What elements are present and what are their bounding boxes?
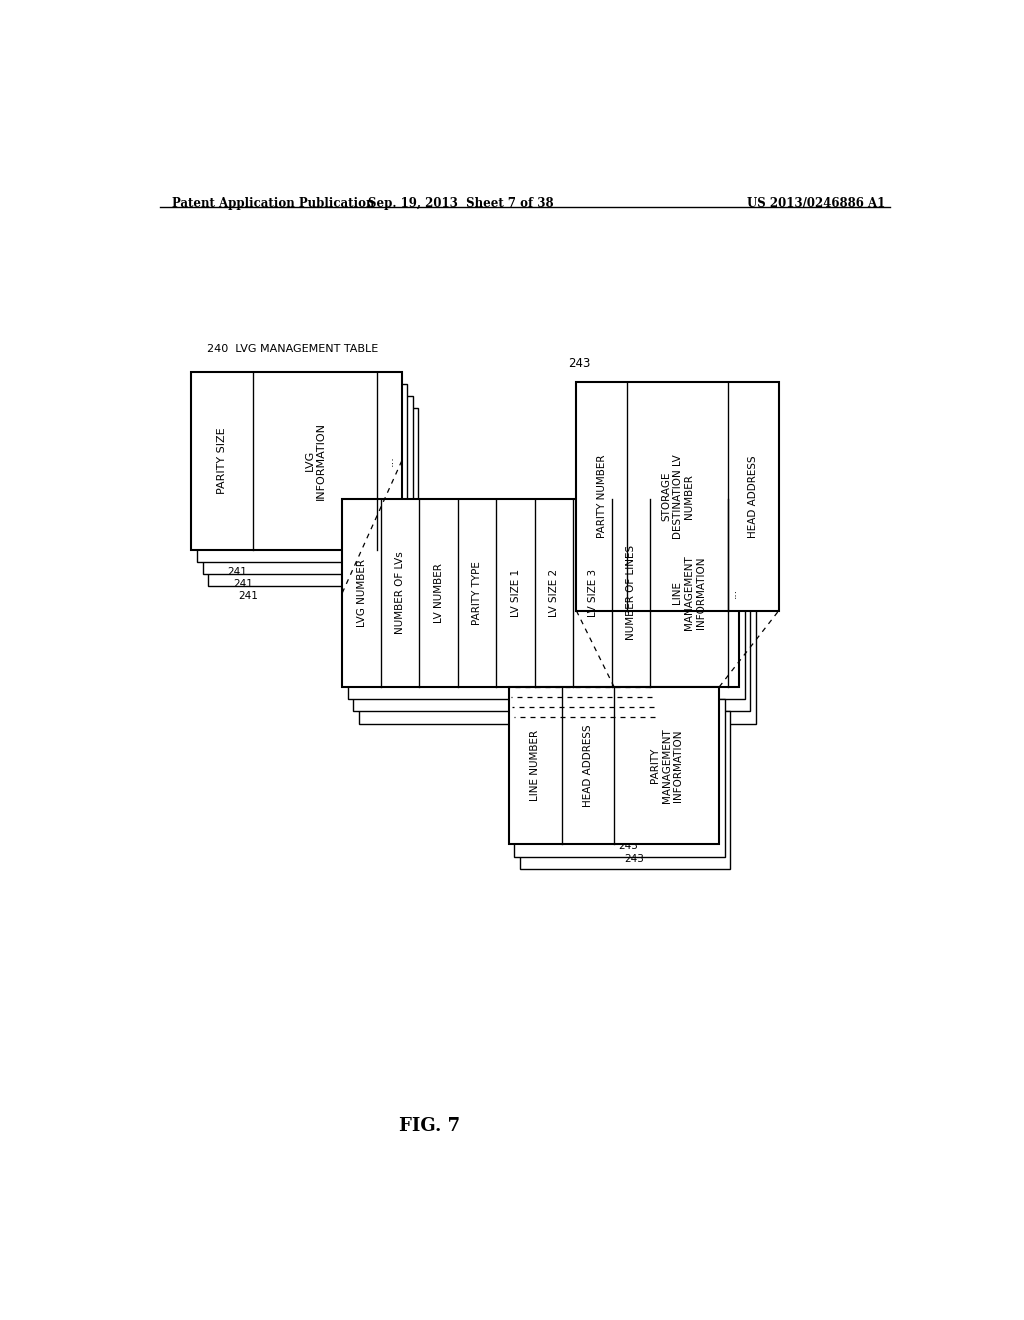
Bar: [509, 686, 719, 845]
Text: 242: 242: [494, 653, 515, 667]
Text: 243: 243: [618, 841, 638, 851]
Text: 242: 242: [601, 739, 621, 750]
Bar: [348, 511, 744, 700]
Text: LVG NUMBER: LVG NUMBER: [356, 558, 367, 627]
Text: NUMBER OF LVs: NUMBER OF LVs: [395, 552, 406, 635]
Text: FIG. 7: FIG. 7: [399, 1117, 460, 1135]
Bar: [514, 700, 725, 857]
Text: 241: 241: [239, 591, 258, 602]
Text: ...: ...: [728, 587, 738, 598]
Bar: [353, 523, 751, 711]
Bar: [203, 396, 413, 574]
Text: Patent Application Publication: Patent Application Publication: [172, 197, 374, 210]
Text: LVG
INFORMATION: LVG INFORMATION: [304, 422, 326, 500]
Text: LV SIZE 1: LV SIZE 1: [511, 569, 520, 616]
Text: STORAGE
DESTINATION LV
NUMBER: STORAGE DESTINATION LV NUMBER: [660, 454, 694, 539]
Text: LINE
MANAGEMENT
INFORMATION: LINE MANAGEMENT INFORMATION: [673, 556, 706, 630]
Bar: [197, 384, 408, 562]
Text: LINE NUMBER: LINE NUMBER: [530, 730, 541, 801]
Text: PARITY NUMBER: PARITY NUMBER: [597, 454, 606, 539]
Bar: [359, 536, 756, 723]
Text: PARITY
MANAGEMENT
INFORMATION: PARITY MANAGEMENT INFORMATION: [650, 729, 683, 803]
Text: LV SIZE 3: LV SIZE 3: [588, 569, 598, 616]
Bar: [208, 408, 419, 586]
Text: HEAD ADDRESS: HEAD ADDRESS: [583, 725, 593, 807]
Text: Sep. 19, 2013  Sheet 7 of 38: Sep. 19, 2013 Sheet 7 of 38: [369, 197, 554, 210]
Text: ...: ...: [384, 455, 394, 466]
Text: 242: 242: [585, 704, 604, 713]
Text: PARITY TYPE: PARITY TYPE: [472, 561, 482, 624]
Text: US 2013/0246886 A1: US 2013/0246886 A1: [748, 197, 886, 210]
Bar: [520, 711, 730, 869]
Text: 242: 242: [590, 715, 609, 726]
Text: 241: 241: [232, 579, 253, 589]
Text: 242: 242: [595, 727, 615, 738]
Text: 243: 243: [568, 356, 591, 370]
Text: PARITY SIZE: PARITY SIZE: [217, 428, 227, 494]
Bar: [191, 372, 401, 549]
Bar: [577, 381, 779, 611]
Text: 241: 241: [227, 568, 247, 577]
Bar: [342, 499, 739, 686]
Text: LV NUMBER: LV NUMBER: [433, 562, 443, 623]
Text: HEAD ADDRESS: HEAD ADDRESS: [749, 455, 759, 537]
Text: 243: 243: [624, 854, 644, 863]
Text: NUMBER OF LINES: NUMBER OF LINES: [627, 545, 636, 640]
Text: 240  LVG MANAGEMENT TABLE: 240 LVG MANAGEMENT TABLE: [207, 343, 379, 354]
Text: LV SIZE 2: LV SIZE 2: [549, 569, 559, 616]
Text: 241: 241: [727, 479, 750, 492]
